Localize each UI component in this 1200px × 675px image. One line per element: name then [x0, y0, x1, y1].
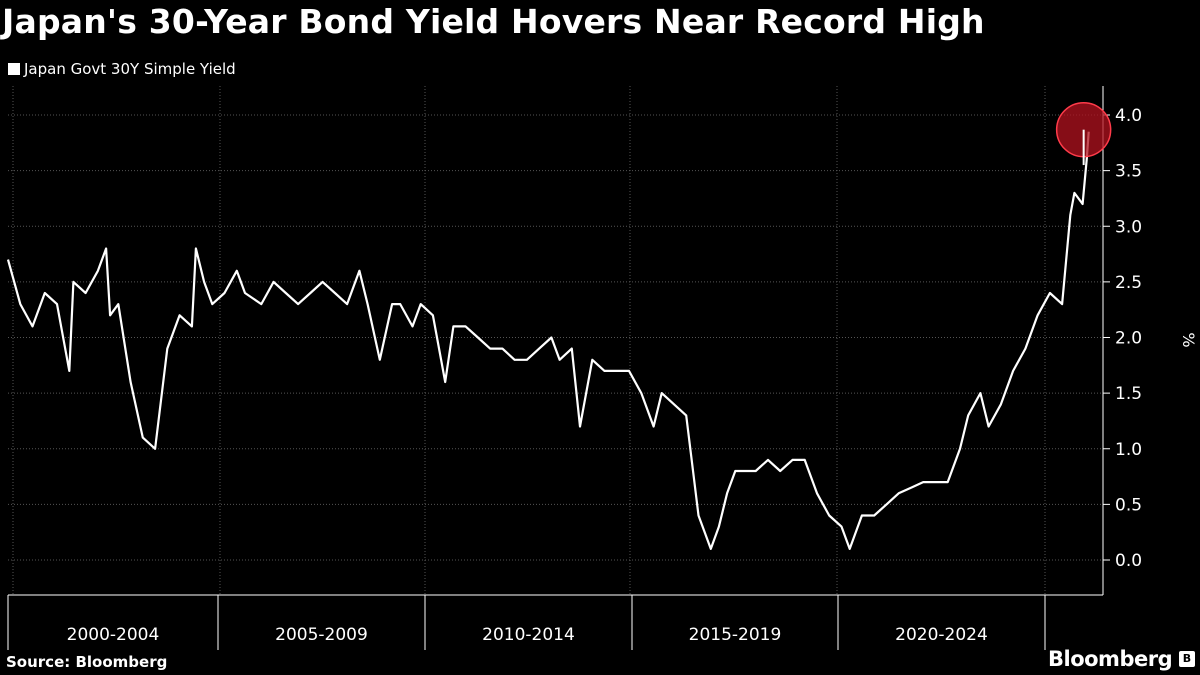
series-line	[6, 131, 1090, 550]
y-tick-label: 1.5	[1115, 384, 1142, 404]
legend: Japan Govt 30Y Simple Yield	[8, 60, 236, 78]
y-tick-label: 3.5	[1115, 162, 1142, 182]
x-category-label: 2000-2004	[67, 625, 160, 645]
y-tick-label: 0.0	[1115, 551, 1142, 571]
y-tick-label: 1.0	[1115, 440, 1142, 460]
y-tick-label: 0.5	[1115, 495, 1142, 515]
bloomberg-logo: Bloomberg	[1048, 647, 1173, 671]
y-tick-label: 2.5	[1115, 273, 1142, 293]
bloomberg-badge-icon: B	[1179, 651, 1195, 667]
y-tick-label: 2.0	[1115, 329, 1142, 349]
x-category-label: 2005-2009	[275, 625, 368, 645]
y-axis-label: %	[1179, 332, 1198, 347]
chart-title: Japan's 30-Year Bond Yield Hovers Near R…	[2, 2, 985, 41]
x-category-label: 2010-2014	[482, 625, 575, 645]
y-tick-label: 4.0	[1115, 106, 1142, 126]
source-note: Source: Bloomberg	[6, 653, 168, 671]
x-category-label: 2015-2019	[689, 625, 782, 645]
x-category-label: 2020-2024	[895, 625, 988, 645]
legend-swatch	[8, 63, 20, 75]
y-tick-label: 3.0	[1115, 217, 1142, 237]
legend-label: Japan Govt 30Y Simple Yield	[24, 60, 236, 78]
